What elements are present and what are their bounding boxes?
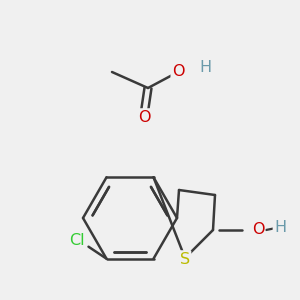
Text: H: H	[199, 61, 211, 76]
Text: O: O	[138, 110, 150, 124]
Text: Cl: Cl	[69, 233, 84, 248]
Text: S: S	[180, 251, 190, 266]
Text: O: O	[252, 223, 264, 238]
Text: H: H	[274, 220, 286, 236]
Text: O: O	[172, 64, 184, 80]
